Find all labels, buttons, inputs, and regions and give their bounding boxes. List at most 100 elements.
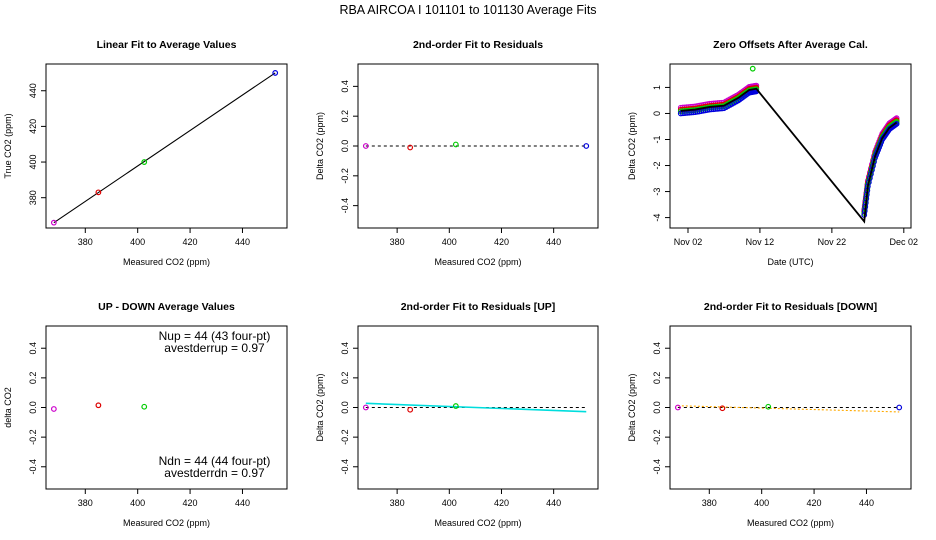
p4-ytick-label: -0.4 [28, 459, 38, 475]
p1-ytick-label: 380 [28, 190, 38, 205]
p2-point-purple [362, 143, 369, 149]
p6-ylabel: Delta CO2 (ppm) [627, 373, 637, 441]
p6-line-orange [677, 405, 900, 413]
p4-annotation-nup: Nup = 44 (43 four-pt) [159, 329, 271, 343]
p1-point-purple [50, 219, 57, 226]
p6-point-red [719, 405, 726, 412]
p5-ytick-label: -0.2 [340, 429, 350, 445]
p1-point-green [141, 159, 148, 165]
p5-point-red [407, 406, 414, 413]
p3-xlabel: Date (UTC) [767, 257, 813, 267]
p1-xtick-label: 440 [235, 237, 250, 247]
p5-ytick-label: 0.4 [340, 342, 350, 355]
p5-title: 2nd-order Fit to Residuals [UP] [401, 301, 556, 313]
p4-ytick-label: 0.0 [28, 401, 38, 414]
p4-point-red [95, 402, 102, 409]
p4-xtick-label: 440 [235, 498, 250, 508]
p3-xtick-label: Dec 02 [890, 237, 919, 247]
p4-xtick-label: 400 [130, 498, 145, 508]
p1-ytick-label: 420 [28, 119, 38, 134]
p2-xtick-label: 420 [494, 237, 509, 247]
p2-xtick-label: 400 [442, 237, 457, 247]
p6-point-blue [896, 404, 903, 411]
p3-ytick-label: 0 [652, 111, 662, 116]
p6-title: 2nd-order Fit to Residuals [DOWN] [704, 301, 877, 313]
p5-ytick-label: 0.2 [340, 372, 350, 385]
p2-title: 2nd-order Fit to Residuals [413, 39, 543, 51]
p1-title: Linear Fit to Average Values [97, 39, 237, 51]
p4-ytick-label: 0.4 [28, 342, 38, 355]
p6-xlabel: Measured CO2 (ppm) [747, 518, 834, 528]
p2-ytick-label: 0.2 [340, 110, 350, 123]
p6-point-purple [674, 404, 681, 411]
p4-xtick-label: 380 [78, 498, 93, 508]
p2-point-blue [583, 143, 590, 149]
p5-ytick-label: -0.4 [340, 459, 350, 475]
p2-point-red [407, 144, 414, 151]
p3-ytick-label: 1 [652, 85, 662, 90]
p3-frame [669, 63, 912, 229]
p1-ytick-label: 400 [28, 155, 38, 170]
figure-suptitle: RBA AIRCOA I 101101 to 101130 Average Fi… [339, 3, 596, 17]
p6-point-green [765, 403, 772, 410]
p3-xtick-label: Nov 12 [746, 237, 775, 247]
p2-ylabel: Delta CO2 (ppm) [315, 112, 325, 180]
p3-xtick-label: Nov 22 [818, 237, 847, 247]
p3-xtick-label: Nov 02 [674, 237, 703, 247]
p6-ytick-label: 0.2 [652, 372, 662, 385]
p5-xlabel: Measured CO2 (ppm) [434, 518, 521, 528]
p2-frame [357, 63, 599, 229]
p3-ytick-label: -1 [652, 135, 662, 143]
p3-ylabel: Delta CO2 (ppm) [627, 112, 637, 180]
p4-xlabel: Measured CO2 (ppm) [123, 518, 210, 528]
p4-annotation-ndn: Ndn = 44 (44 four-pt) [159, 454, 271, 468]
p6-xtick-label: 400 [754, 498, 769, 508]
p5-xtick-label: 400 [442, 498, 457, 508]
panel-p4: UP - DOWN Average Values Measured CO2 (pp… [3, 301, 288, 528]
p6-ytick-label: 0.0 [652, 401, 662, 414]
p3-title: Zero Offsets After Average Cal. [713, 39, 868, 51]
p1-point-blue [272, 70, 279, 76]
p1-ylabel: True CO2 (ppm) [3, 113, 13, 178]
p4-ytick-label: 0.2 [28, 372, 38, 385]
p1-xtick-label: 420 [183, 237, 198, 247]
p6-ytick-label: 0.4 [652, 342, 662, 355]
p6-ytick-label: -0.2 [652, 429, 662, 445]
p4-point-purple [50, 406, 57, 412]
p3-fit-line [680, 87, 898, 224]
p3-outlier-point [749, 65, 756, 72]
p1-xtick-label: 380 [78, 237, 93, 247]
panels-layer: Linear Fit to Average Values Measured CO2… [3, 39, 918, 528]
panel-p5: 2nd-order Fit to Residuals [UP] Measured … [315, 301, 599, 528]
p1-xtick-label: 400 [130, 237, 145, 247]
p5-point-green [452, 403, 459, 409]
p4-annotation-avestderrup: avestderrup = 0.97 [164, 341, 265, 355]
p6-ytick-label: -0.4 [652, 459, 662, 475]
p1-line-fit_line [53, 72, 276, 224]
p4-ytick-label: -0.2 [28, 429, 38, 445]
p5-xtick-label: 380 [390, 498, 405, 508]
p2-point-green [452, 141, 459, 148]
p1-point-red [95, 189, 102, 196]
p6-frame [669, 325, 912, 490]
panel-p3: Zero Offsets After Average Cal. Date (UTC… [627, 39, 918, 267]
panel-p6: 2nd-order Fit to Residuals [DOWN] Measure… [627, 301, 912, 528]
p1-ytick-label: 440 [28, 83, 38, 98]
p4-point-green [141, 403, 148, 410]
p1-xlabel: Measured CO2 (ppm) [123, 257, 210, 267]
p1-frame [45, 63, 288, 229]
p5-ylabel: Delta CO2 (ppm) [315, 373, 325, 441]
p3-ytick-label: -3 [652, 188, 662, 196]
p5-xtick-label: 440 [546, 498, 561, 508]
p6-xtick-label: 380 [702, 498, 717, 508]
p2-ytick-label: -0.4 [340, 198, 350, 214]
p5-xtick-label: 420 [494, 498, 509, 508]
p2-xtick-label: 440 [546, 237, 561, 247]
panel-p2: 2nd-order Fit to Residuals Measured CO2 (… [315, 39, 599, 267]
panel-p1: Linear Fit to Average Values Measured CO2… [3, 39, 288, 267]
p3-ytick-label: -2 [652, 162, 662, 170]
p2-xlabel: Measured CO2 (ppm) [434, 257, 521, 267]
p4-xtick-label: 420 [183, 498, 198, 508]
p5-ytick-label: 0.0 [340, 401, 350, 414]
